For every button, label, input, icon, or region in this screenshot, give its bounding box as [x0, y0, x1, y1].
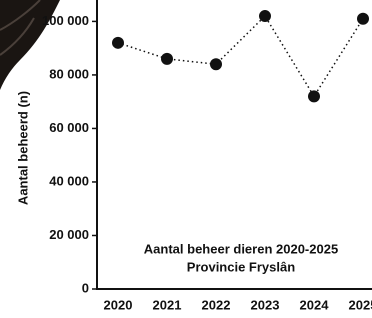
marker	[210, 58, 222, 70]
y-tick-label: 60 000	[49, 120, 89, 135]
x-tick-label: 2025	[349, 297, 372, 312]
x-tick-label: 2024	[300, 297, 330, 312]
marker	[112, 37, 124, 49]
y-tick-label: 80 000	[49, 66, 89, 81]
line	[118, 16, 363, 96]
marker	[357, 13, 369, 25]
page: Aantal beheerd (n) Aantal beheer dieren …	[0, 0, 372, 318]
y-tick-label: 0	[82, 280, 89, 295]
chart: Aantal beheerd (n) Aantal beheer dieren …	[0, 0, 372, 318]
y-axis-label: Aantal beheerd (n)	[15, 91, 30, 205]
x-tick-label: 2023	[251, 297, 280, 312]
y-tick-label: 20 000	[49, 227, 89, 242]
marker	[308, 90, 320, 102]
marker	[161, 53, 173, 65]
y-tick-label: 40 000	[49, 173, 89, 188]
x-tick-label: 2020	[104, 297, 133, 312]
y-tick-label: 100 000	[42, 13, 89, 28]
chart-title: Aantal beheer dieren 2020-2025	[144, 241, 338, 256]
marker	[259, 10, 271, 22]
x-tick-label: 2022	[202, 297, 231, 312]
x-tick-label: 2021	[153, 297, 182, 312]
chart-subtitle: Provincie Fryslân	[187, 259, 295, 274]
